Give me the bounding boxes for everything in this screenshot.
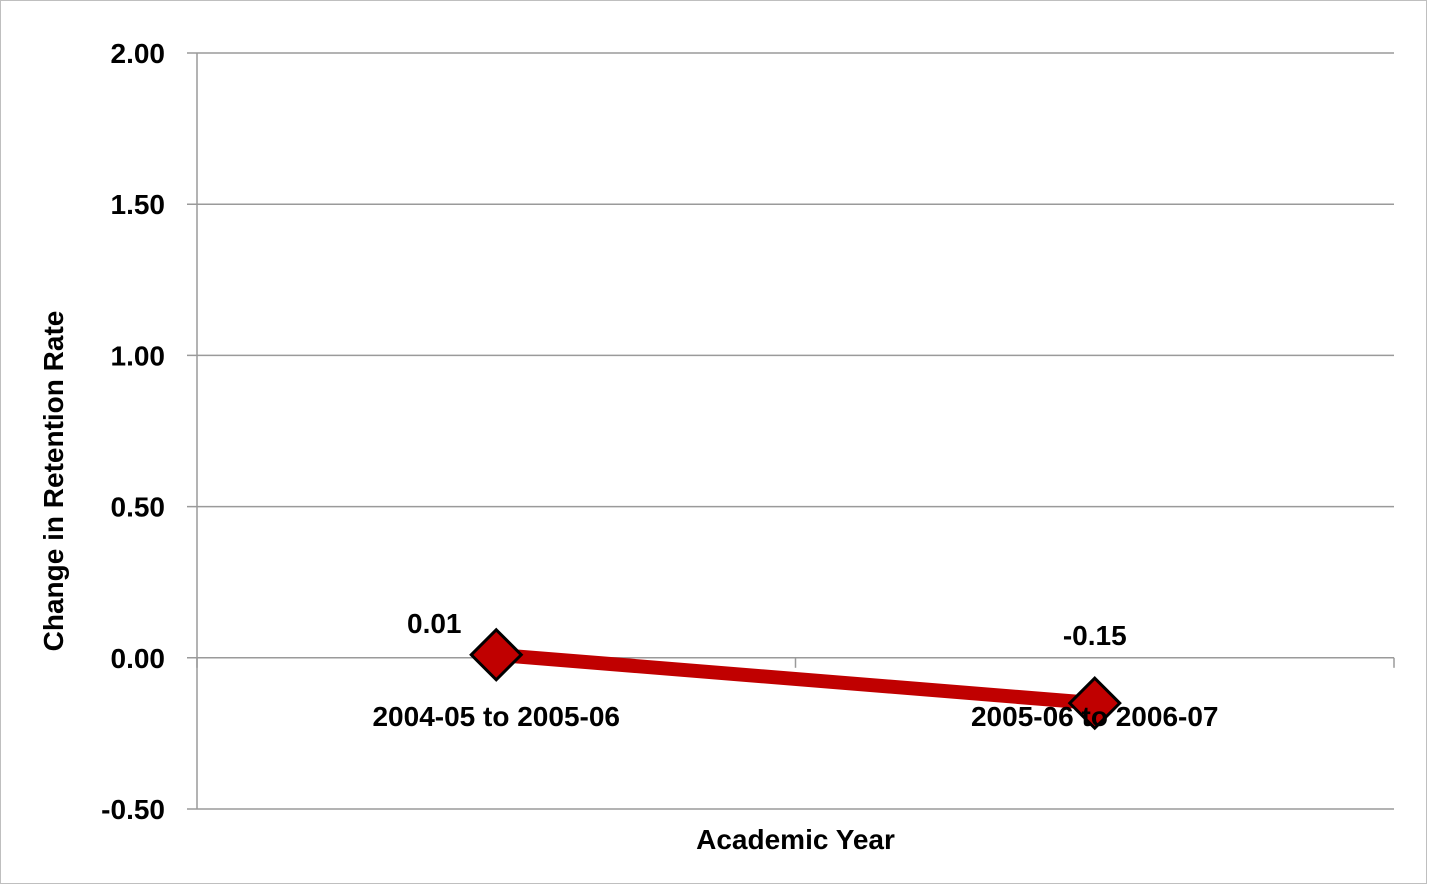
y-tick-label: 1.00 xyxy=(111,340,166,371)
y-tick-label: -0.50 xyxy=(101,794,165,825)
category-label: 2005-06 to 2006-07 xyxy=(971,701,1219,732)
y-tick-label: 1.50 xyxy=(111,189,166,220)
data-point-marker xyxy=(1067,676,1122,731)
category-labels: 2004-05 to 2005-06 2005-06 to 2006-07 xyxy=(372,701,1218,732)
data-labels: 0.01 -0.15 xyxy=(407,608,1127,651)
y-tick-label: 0.00 xyxy=(111,643,166,674)
y-tick-label: 2.00 xyxy=(111,38,166,69)
axes xyxy=(196,53,1394,809)
gridlines xyxy=(187,52,1394,810)
data-label: -0.15 xyxy=(1063,620,1127,651)
data-point-marker xyxy=(469,627,524,682)
series-line xyxy=(495,647,1096,711)
y-tick-labels: 2.00 1.50 1.00 0.50 0.00 -0.50 xyxy=(101,38,165,825)
category-label: 2004-05 to 2005-06 xyxy=(372,701,620,732)
series xyxy=(469,627,1122,731)
y-tick-label: 0.50 xyxy=(111,492,166,523)
y-axis-title: Change in Retention Rate xyxy=(38,311,69,652)
data-label: 0.01 xyxy=(407,608,462,639)
x-tick-marks xyxy=(196,657,1395,668)
x-axis-title: Academic Year xyxy=(696,824,895,855)
